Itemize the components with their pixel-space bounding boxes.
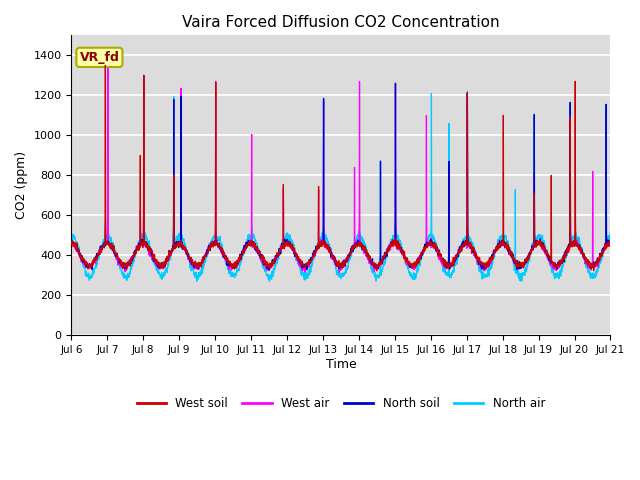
Y-axis label: CO2 (ppm): CO2 (ppm) (15, 151, 28, 219)
Legend: West soil, West air, North soil, North air: West soil, West air, North soil, North a… (132, 392, 550, 415)
X-axis label: Time: Time (326, 358, 356, 371)
Text: VR_fd: VR_fd (79, 51, 120, 64)
Title: Vaira Forced Diffusion CO2 Concentration: Vaira Forced Diffusion CO2 Concentration (182, 15, 500, 30)
